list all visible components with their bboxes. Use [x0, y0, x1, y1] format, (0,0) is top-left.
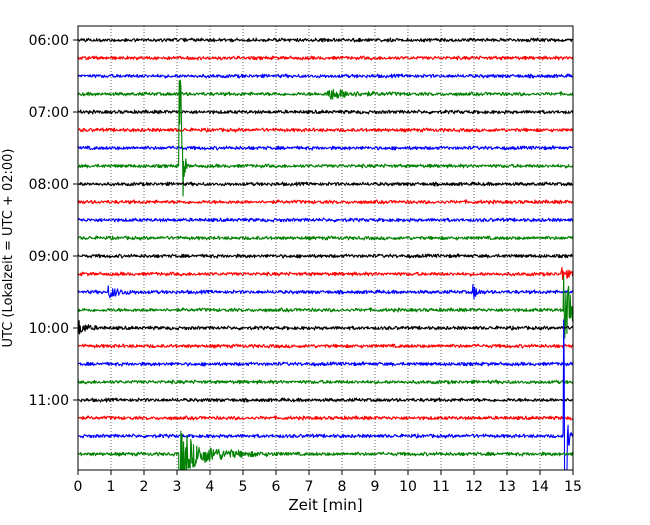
- trace-row-2: [78, 73, 573, 79]
- trace-row-1: [78, 55, 573, 61]
- y-axis-ticks: 06:00 07:00 08:00 09:00 10:00 11:00: [29, 33, 78, 409]
- y-tick-label: 07:00: [29, 105, 69, 121]
- x-tick-label: 9: [371, 479, 380, 495]
- trace-row-0: [78, 37, 573, 43]
- trace-row-19: [78, 379, 573, 385]
- trace-row-4: [78, 109, 573, 115]
- y-tick-label: 11:00: [29, 393, 69, 409]
- trace-row-12: [78, 253, 573, 259]
- x-tick-label: 13: [498, 479, 516, 495]
- trace-row-9: [78, 199, 573, 205]
- trace-row-5: [78, 127, 573, 133]
- plot-frame: [77, 25, 574, 471]
- x-tick-label: 6: [272, 479, 281, 495]
- trace-row-11: [78, 235, 573, 241]
- trace-row-20: [78, 397, 573, 403]
- x-axis-ticks: 0 1 2 3 4 5 6 7 8 9 10 11 12 13 14 15: [74, 470, 582, 495]
- y-axis-title: UTC (Lokalzeit = UTC + 02:00): [1, 149, 16, 348]
- y-tick-label: 06:00: [29, 33, 69, 49]
- trace-row-15: [78, 276, 573, 339]
- trace-row-16: [78, 320, 573, 335]
- trace-row-22: [78, 319, 573, 470]
- trace-row-10: [78, 217, 573, 223]
- trace-row-21: [78, 415, 573, 421]
- trace-row-23: [78, 430, 573, 470]
- x-tick-label: 12: [465, 479, 483, 495]
- trace-layer: [78, 37, 573, 470]
- x-tick-label: 8: [338, 479, 347, 495]
- x-tick-label: 14: [531, 479, 549, 495]
- x-tick-label: 4: [206, 479, 215, 495]
- x-tick-label: 2: [140, 479, 149, 495]
- grid-lines: [110, 26, 541, 470]
- x-tick-label: 5: [239, 479, 248, 495]
- trace-row-18: [78, 361, 573, 367]
- x-axis-title: Zeit [min]: [288, 496, 362, 514]
- x-tick-label: 0: [74, 479, 83, 495]
- x-tick-label: 15: [564, 479, 582, 495]
- trace-row-7: [78, 79, 573, 197]
- trace-row-6: [78, 145, 573, 151]
- trace-row-17: [78, 343, 573, 349]
- trace-row-14: [78, 284, 573, 300]
- x-tick-label: 10: [399, 479, 417, 495]
- y-tick-label: 08:00: [29, 177, 69, 193]
- trace-row-8: [78, 181, 573, 187]
- y-tick-label: 10:00: [29, 321, 69, 337]
- trace-row-13: [78, 266, 573, 280]
- trace-row-3: [78, 88, 573, 100]
- x-tick-label: 3: [173, 479, 182, 495]
- x-tick-label: 7: [305, 479, 314, 495]
- x-tick-label: 11: [432, 479, 450, 495]
- x-tick-label: 1: [107, 479, 116, 495]
- y-tick-label: 09:00: [29, 249, 69, 265]
